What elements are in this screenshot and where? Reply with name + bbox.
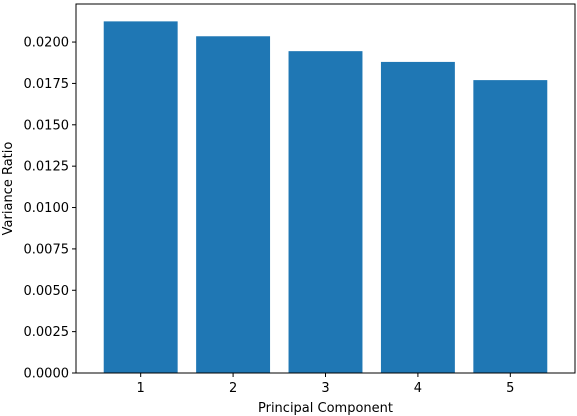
bar-component-3 <box>288 51 363 374</box>
y-tick-label: 0.0150 <box>24 118 70 133</box>
bar-component-4 <box>380 61 455 374</box>
y-tick-label: 0.0100 <box>24 201 70 216</box>
y-tick-label: 0.0075 <box>24 242 70 257</box>
y-tick-label: 0.0200 <box>24 36 70 51</box>
y-tick-label: 0.0050 <box>24 284 70 299</box>
x-tick-label: 2 <box>229 381 237 396</box>
y-axis-ticks: 0.0000 0.0025 0.0050 0.0075 0.0100 0.0125 0.01… <box>24 36 76 382</box>
x-tick-label: 3 <box>321 381 329 396</box>
bar-component-2 <box>196 36 271 373</box>
bar-component-5 <box>473 80 548 374</box>
x-tick-label: 4 <box>414 381 422 396</box>
y-tick-label: 0.0000 <box>24 367 70 382</box>
y-tick-label: 0.0175 <box>24 77 70 92</box>
x-tick-label: 1 <box>137 381 145 396</box>
bar-component-1 <box>103 21 178 373</box>
y-tick-label: 0.0125 <box>24 160 70 175</box>
x-axis-label: Principal Component <box>258 401 393 416</box>
y-axis-label: Variance Ratio <box>1 142 16 236</box>
bars-group <box>103 21 548 374</box>
x-tick-label: 5 <box>506 381 514 396</box>
y-tick-label: 0.0025 <box>24 325 70 340</box>
x-axis-ticks: 1 2 3 4 5 <box>137 373 514 396</box>
